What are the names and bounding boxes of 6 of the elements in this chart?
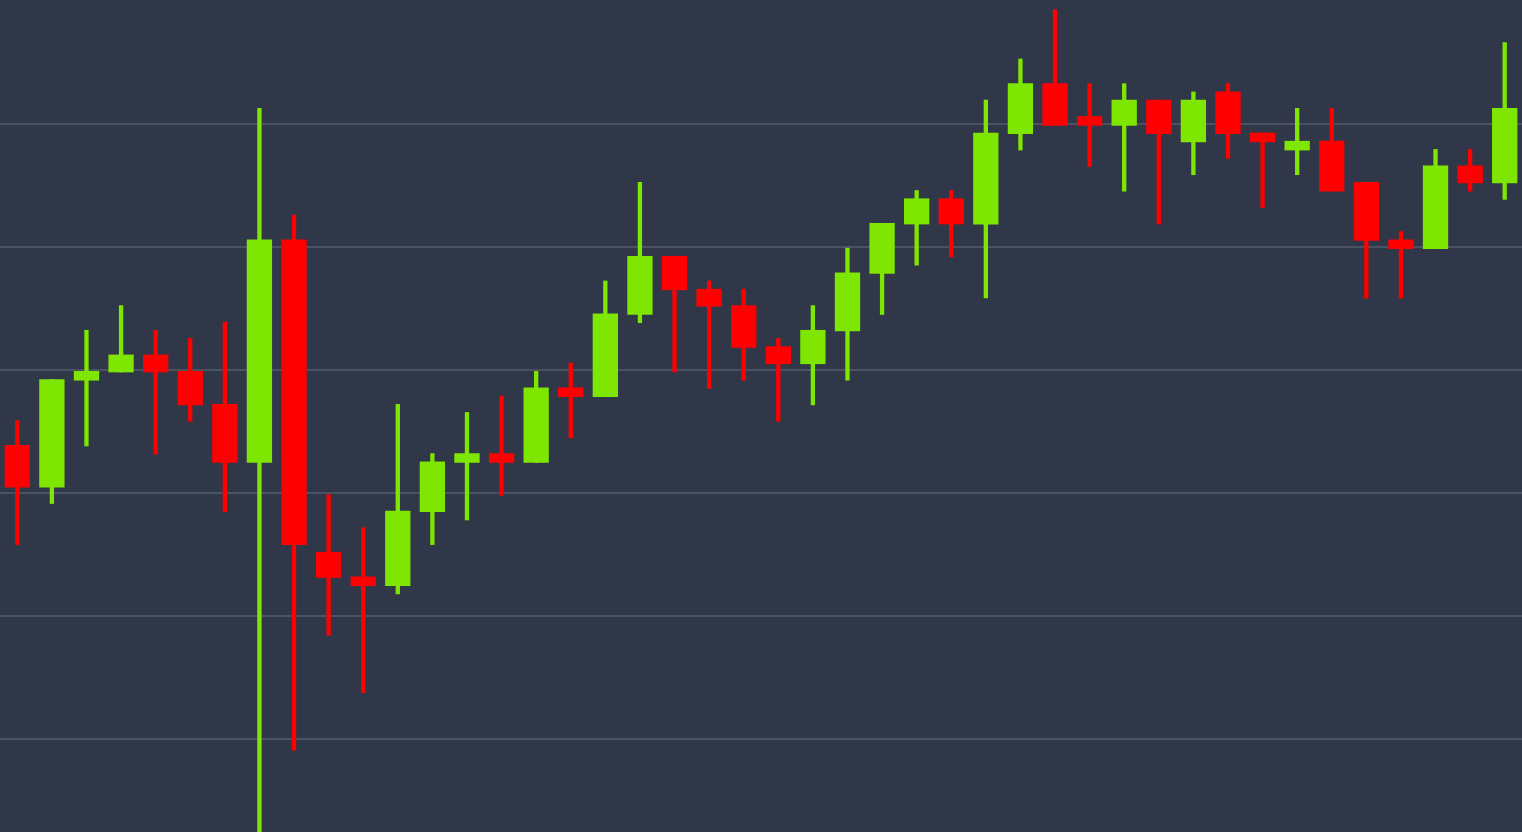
candlestick bbox=[1249, 132, 1276, 208]
candlestick bbox=[315, 494, 342, 636]
candlestick bbox=[1076, 83, 1103, 167]
candlestick bbox=[488, 395, 515, 496]
candlestick bbox=[73, 329, 100, 447]
candlestick bbox=[143, 329, 169, 455]
